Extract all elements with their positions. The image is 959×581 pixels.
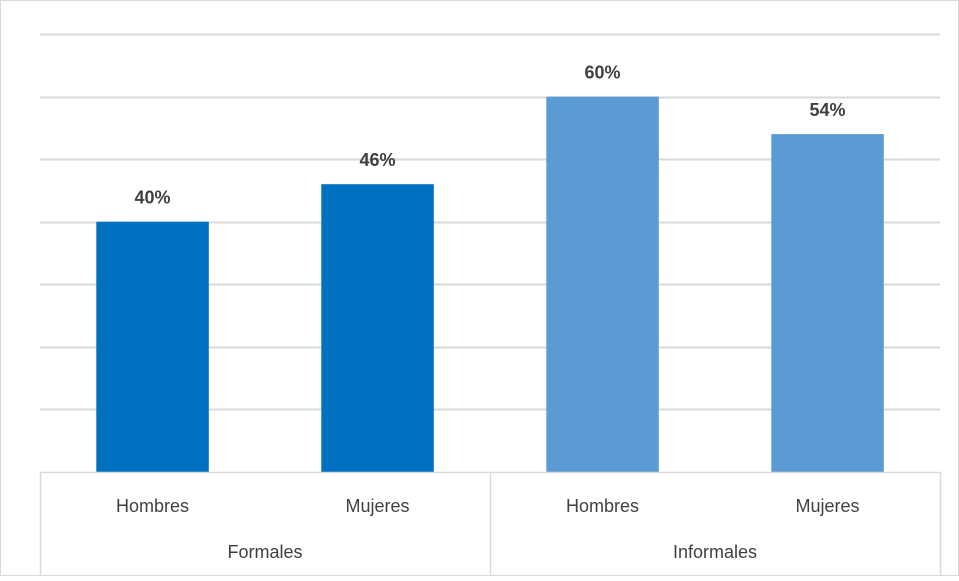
category-label: Hombres [116, 496, 189, 516]
category-label: Mujeres [795, 496, 859, 516]
data-label: 46% [359, 150, 395, 170]
group-label: Informales [673, 542, 757, 562]
bars [96, 96, 884, 472]
bar-formales-hombres [96, 221, 209, 472]
bar-informales-hombres [546, 96, 659, 472]
bar-formales-mujeres [321, 184, 434, 472]
category-label: Hombres [566, 496, 639, 516]
bar-informales-mujeres [771, 134, 884, 472]
data-label: 54% [809, 100, 845, 120]
data-label: 60% [584, 63, 620, 83]
data-labels: 40% 46% 60% 54% [134, 63, 845, 208]
group-label: Formales [227, 542, 302, 562]
category-axis: Hombres Mujeres Hombres Mujeres Formales Info… [39, 471, 942, 576]
data-label: 40% [134, 188, 170, 208]
category-label: Mujeres [345, 496, 409, 516]
